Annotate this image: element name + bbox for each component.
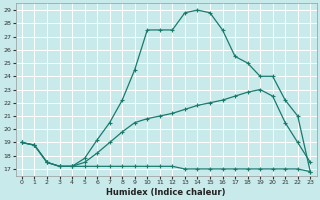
X-axis label: Humidex (Indice chaleur): Humidex (Indice chaleur) [106, 188, 226, 197]
